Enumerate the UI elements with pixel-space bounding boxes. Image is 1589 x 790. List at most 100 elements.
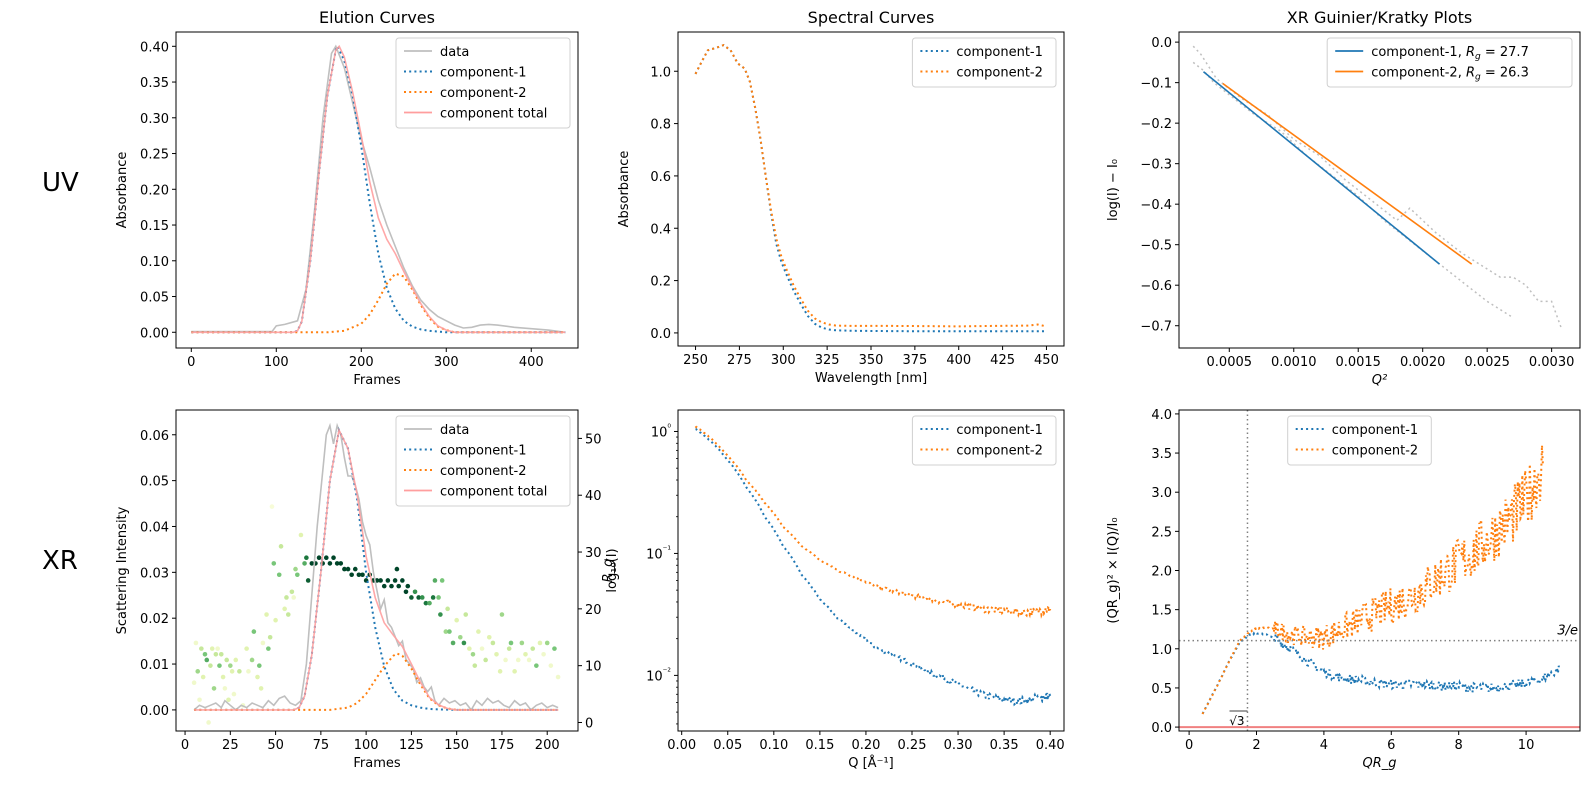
y-tick-label: 0.05 [140, 475, 169, 490]
legend-label: component-2 [440, 86, 527, 101]
x-tick-label: 100 [354, 738, 379, 753]
x-tick-label: 175 [490, 738, 515, 753]
y-tick-label: 0.6 [650, 170, 671, 185]
rg-scatter-point [416, 595, 421, 600]
axes-frame [1178, 31, 1581, 349]
chart-title: Elution Curves [319, 8, 435, 27]
x-tick-label: 0.0020 [1400, 355, 1446, 370]
rg-scatter-point [385, 578, 391, 583]
legend-rg-subscript: g [1475, 52, 1481, 62]
legend-label: data [440, 45, 469, 60]
rg-scatter-point [479, 646, 485, 651]
legend-label: component total [440, 107, 547, 122]
y-tick-label: 4.0 [1151, 408, 1172, 423]
x-tick-label: 100 [264, 355, 289, 370]
x-tick-label: 25 [222, 738, 239, 753]
rg-scatter-point [289, 589, 295, 595]
rg-scatter-point [486, 634, 492, 640]
y-tick-exponent: ⁻¹ [663, 545, 672, 555]
rg-scatter-point [445, 606, 450, 612]
legend-label: component-1 [956, 423, 1043, 438]
rg-scatter-point [537, 640, 543, 646]
axes-frame [677, 409, 1065, 732]
rg-scatter-point [490, 640, 496, 646]
axes-frame [1178, 409, 1581, 732]
legend-rg-subscript: g [1475, 73, 1481, 83]
rg-scatter-point [305, 578, 311, 583]
rg-scatter-point [231, 691, 237, 697]
plot-area [694, 425, 1052, 707]
rg-scatter-point [249, 657, 255, 663]
rg-scatter-point [197, 697, 202, 703]
x-tick-label: 50 [267, 738, 284, 753]
y-tick-label: 1.5 [1151, 604, 1172, 619]
legend-rg-symbol: R [1466, 45, 1475, 60]
x-tick-label: 0.0010 [1271, 355, 1317, 370]
y2-tick-label: 30 [585, 546, 602, 561]
x-tick-label: 0.20 [851, 738, 880, 753]
rg-scatter-point [530, 646, 536, 651]
rg-scatter-point [447, 629, 452, 634]
x-tick-label: 0.0005 [1207, 355, 1253, 370]
series-component-1 [694, 43, 1047, 333]
x-tick-label: 6 [1387, 738, 1395, 753]
y-tick-label: 0.40 [140, 40, 169, 55]
y-tick-label: 0.04 [140, 520, 169, 535]
rg-scatter-point [211, 686, 217, 691]
series-component-1-r-g-27-7 [1202, 71, 1441, 265]
x-tick-label: 0.40 [1036, 738, 1065, 753]
rg-scatter-point [432, 578, 438, 583]
x-tick-label: 125 [399, 738, 424, 753]
y-tick-label: 0.0 [1151, 721, 1172, 736]
rg-scatter-point [334, 561, 340, 566]
y-tick-label: 0.0 [1151, 36, 1172, 51]
rg-scatter-point [193, 640, 199, 646]
y-tick-label: 0.30 [140, 112, 169, 127]
rg-scatter-point [295, 572, 300, 578]
legend: component-1 component-2 [1287, 415, 1432, 466]
rg-scatter-point [264, 612, 269, 617]
rg-scatter-point [269, 504, 275, 509]
rg-scatter-point [356, 572, 362, 578]
rg-scatter-point [209, 646, 215, 651]
rg-scatter-point [461, 640, 467, 646]
rg-scatter-point [423, 600, 429, 606]
legend-box [1326, 37, 1573, 88]
y-tick-label: 0.00 [140, 704, 169, 719]
y-tick-label: 0.5 [1151, 682, 1172, 697]
x-tick-label: 275 [727, 353, 752, 368]
series-component-1 [695, 428, 1052, 707]
rg-scatter-point [226, 697, 231, 703]
rg-scatter-point [555, 674, 561, 680]
rg-scatter-point [222, 686, 228, 691]
x-tick-label: 10 [1518, 738, 1535, 753]
rg-scatter-point [463, 612, 469, 617]
rg-scatter-point [523, 652, 528, 657]
rg-scatter-point [483, 657, 488, 663]
row-label-xr: XR [42, 546, 78, 576]
rg-scatter-point [278, 544, 284, 549]
rg-scatter-point [267, 634, 273, 640]
rg-scatter-point [427, 600, 432, 606]
x-tick-label: 325 [815, 353, 840, 368]
series-component-1 [1201, 631, 1561, 715]
x-tick-label: 8 [1455, 738, 1463, 753]
legend: data component-1 component-2 component tota… [395, 415, 571, 507]
rg-scatter-point [352, 566, 358, 572]
rg-scatter-point [256, 663, 262, 668]
rg-scatter-point [396, 583, 402, 589]
chart-uv-elution: Elution Curves 0 100 200 300 400 0.00 0.05 0.10 0… [115, 8, 579, 388]
rg-scatter-point [400, 578, 405, 583]
y-tick-label: −0.1 [1140, 77, 1172, 92]
legend: data component-1 component-2 component tota… [395, 37, 571, 129]
rg-scatter-point [233, 657, 239, 663]
rg-scatter-point [409, 595, 414, 600]
chart-xr-spectral: 0.00 0.05 0.10 0.15 0.20 0.25 0.30 0.35 0.40 10⁻²… [646, 409, 1065, 771]
rg-scatter-point [378, 578, 383, 583]
y-tick-label: 0.25 [140, 148, 169, 163]
x-tick-label: 0.0015 [1335, 355, 1381, 370]
legend-label: component-1 [440, 66, 527, 81]
x-tick-label: 0 [181, 738, 189, 753]
series-component-total [194, 427, 559, 711]
rg-scatter-point [450, 640, 456, 646]
